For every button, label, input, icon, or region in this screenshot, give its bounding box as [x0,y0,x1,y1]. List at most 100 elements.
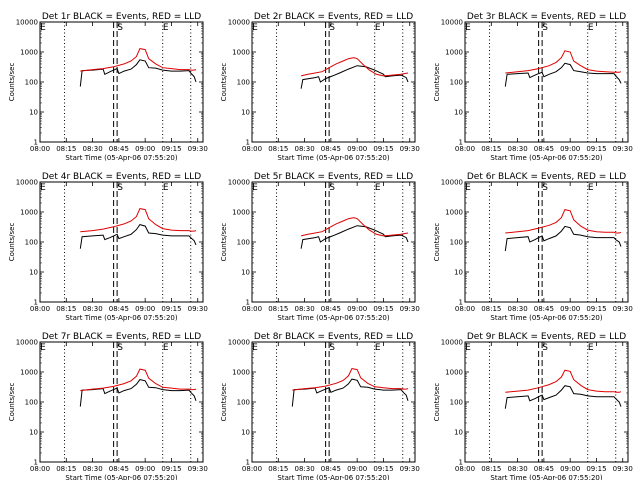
events-series-line [79,224,197,249]
lld-series-line [292,368,409,391]
chart-panel-1: Det 1r BLACK = Events, RED = LLD 1 10 100 10… [8,12,208,162]
y-tick-label: 100 [237,399,250,407]
event-marker-label: E [252,183,258,193]
chart-panel-7: Det 7r BLACK = Events, RED = LLD 1 10 100 10… [8,332,208,480]
x-tick-label: 08:30 [82,305,102,313]
y-tick-label: 100 [237,79,250,87]
x-tick-label: 08:00 [242,145,262,153]
x-tick-label: 09:00 [135,305,155,313]
x-tick-label: 09:00 [347,145,367,153]
x-tick-label: 09:30 [613,305,633,313]
x-tick-label: 08:30 [507,145,527,153]
x-tick-label: 09:30 [188,145,208,153]
chart-title: Det 4r BLACK = Events, RED = LLD [42,172,201,182]
y-tick-label: 1000 [445,49,463,57]
x-tick-label: 08:15 [56,465,76,473]
x-tick-label: 09:00 [347,465,367,473]
events-series-line [79,379,197,407]
event-marker-label: S [542,343,548,353]
y-tick-label: 10000 [228,339,250,347]
x-tick-label: 09:00 [347,305,367,313]
y-tick-label: 10000 [16,19,38,27]
y-tick-label: 1 [246,459,250,467]
x-tick-label: 08:45 [321,145,341,153]
chart-title: Det 1r BLACK = Events, RED = LLD [42,12,201,22]
event-marker-label: S [542,183,548,193]
y-tick-label: 100 [25,239,38,247]
event-marker-label: E [40,183,46,193]
y-tick-label: 100 [450,399,463,407]
x-tick-label: 09:30 [400,145,420,153]
y-tick-label: 100 [450,239,463,247]
x-tick-label: 08:00 [30,145,50,153]
y-tick-label: 10 [29,109,38,117]
chart-title: Det 5r BLACK = Events, RED = LLD [254,172,413,182]
event-marker-label: E [465,23,471,33]
event-marker-label: S [117,343,123,353]
chart-panel-9: Det 9r BLACK = Events, RED = LLD 1 10 100 10… [433,332,633,480]
x-tick-label: 08:45 [321,465,341,473]
x-axis-label: Start Time (05-Apr-06 07:55:20) [65,154,177,162]
lld-series-line [505,369,622,393]
x-tick-label: 09:15 [161,145,181,153]
y-tick-label: 1000 [20,369,38,377]
x-tick-label: 09:15 [373,305,393,313]
y-tick-label: 10000 [441,339,463,347]
x-tick-label: 08:45 [321,305,341,313]
x-tick-label: 08:00 [30,305,50,313]
y-tick-label: 1 [459,459,463,467]
event-marker-label: E [40,343,46,353]
x-tick-label: 08:15 [268,145,288,153]
x-tick-label: 08:30 [82,145,102,153]
y-axis-label: Counts/sec [8,223,16,262]
x-tick-label: 09:15 [161,465,181,473]
y-axis-label: Counts/sec [220,223,228,262]
event-marker-label: E [465,183,471,193]
x-axis-label: Start Time (05-Apr-06 07:55:20) [490,154,602,162]
y-axis-label: Counts/sec [220,63,228,102]
x-tick-label: 09:30 [400,305,420,313]
lld-series-line [80,48,197,72]
event-marker-label: E [588,183,594,193]
x-tick-label: 08:00 [242,305,262,313]
chart-title: Det 6r BLACK = Events, RED = LLD [467,172,626,182]
x-tick-label: 09:00 [560,305,580,313]
lld-series-line [505,50,622,74]
x-tick-label: 09:30 [188,305,208,313]
y-tick-label: 10 [454,109,463,117]
chart-title: Det 7r BLACK = Events, RED = LLD [42,332,201,342]
events-series-line [504,225,622,252]
y-tick-label: 1000 [232,209,250,217]
y-axis-label: Counts/sec [433,383,441,422]
x-axis-label: Start Time (05-Apr-06 07:55:20) [65,474,177,480]
event-marker-label: S [329,183,335,193]
y-axis-label: Counts/sec [220,383,228,422]
y-tick-label: 1 [459,139,463,147]
event-marker-label: E [163,343,169,353]
y-tick-label: 1 [34,459,38,467]
y-tick-label: 1000 [445,369,463,377]
lld-series-line [80,368,197,392]
chart-title: Det 2r BLACK = Events, RED = LLD [254,12,413,22]
x-tick-label: 09:30 [613,145,633,153]
y-tick-label: 10 [29,269,38,277]
x-axis-label: Start Time (05-Apr-06 07:55:20) [277,474,389,480]
x-axis-label: Start Time (05-Apr-06 07:55:20) [277,314,389,322]
x-tick-label: 08:45 [109,145,129,153]
x-tick-label: 08:00 [242,465,262,473]
x-tick-label: 08:45 [109,465,129,473]
event-marker-label: E [163,183,169,193]
x-tick-label: 08:00 [455,145,475,153]
x-tick-label: 09:00 [560,465,580,473]
x-tick-label: 09:00 [135,145,155,153]
y-tick-label: 10 [241,429,250,437]
chart-panel-5: Det 5r BLACK = Events, RED = LLD 1 10 100 10… [220,172,420,322]
x-tick-label: 09:30 [400,465,420,473]
x-tick-label: 09:15 [586,305,606,313]
y-tick-label: 1000 [232,49,250,57]
y-tick-label: 10000 [16,339,38,347]
event-marker-label: E [252,343,258,353]
y-tick-label: 10 [454,269,463,277]
x-tick-label: 08:00 [455,305,475,313]
